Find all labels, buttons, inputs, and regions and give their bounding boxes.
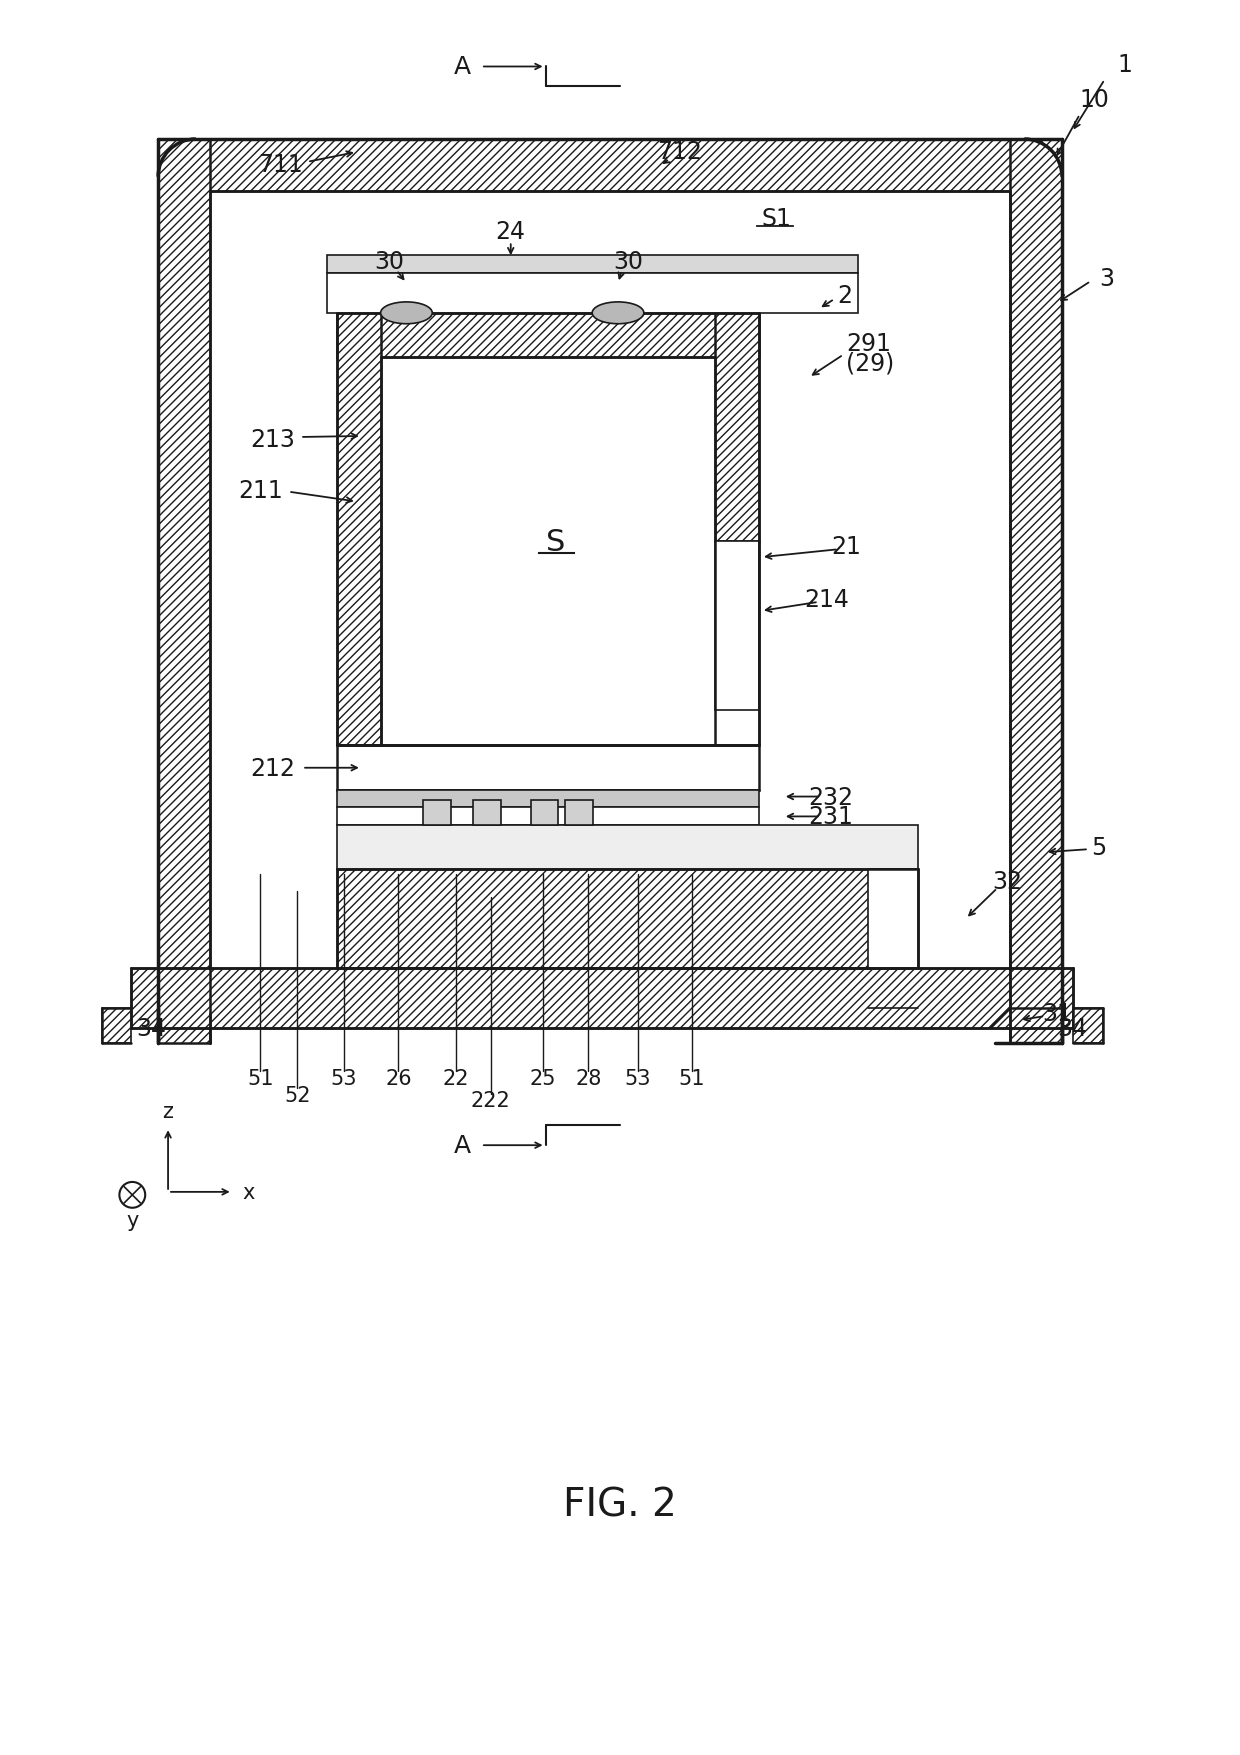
Text: S1: S1 (761, 207, 791, 232)
Text: 1: 1 (1117, 53, 1132, 77)
Text: 31: 31 (1042, 1002, 1073, 1025)
Bar (1073, 1009, 1102, 1042)
Text: FIG. 2: FIG. 2 (563, 1486, 677, 1523)
Bar (1011, 140, 1061, 1042)
Text: 52: 52 (284, 1085, 310, 1106)
Text: 214: 214 (805, 588, 849, 611)
Bar (102, 1009, 131, 1042)
Text: 53: 53 (625, 1069, 651, 1088)
Bar (327, 256, 858, 274)
Bar (159, 140, 1061, 191)
Text: A: A (454, 56, 471, 79)
Text: 21: 21 (832, 535, 862, 558)
Text: 30: 30 (613, 249, 644, 274)
Bar (531, 800, 558, 827)
Text: 22: 22 (443, 1069, 470, 1088)
Text: 213: 213 (250, 428, 295, 451)
Text: 32: 32 (992, 869, 1022, 893)
Bar (337, 807, 759, 827)
Text: z: z (162, 1102, 174, 1121)
Bar (159, 140, 210, 1042)
Text: 30: 30 (374, 249, 404, 274)
Text: 51: 51 (247, 1069, 274, 1088)
Text: 232: 232 (808, 784, 853, 809)
Bar (423, 800, 451, 827)
Bar (715, 314, 759, 542)
Text: 28: 28 (575, 1069, 601, 1088)
Text: 34: 34 (1056, 1016, 1087, 1041)
Text: 51: 51 (678, 1069, 704, 1088)
Bar (337, 314, 759, 358)
Text: 24: 24 (496, 219, 526, 244)
Bar (337, 827, 918, 869)
Text: 211: 211 (238, 479, 283, 502)
Text: A: A (454, 1134, 471, 1158)
Bar (337, 869, 918, 969)
Bar (381, 358, 715, 746)
Bar (565, 800, 593, 827)
Bar (715, 542, 759, 711)
Text: 26: 26 (386, 1069, 412, 1088)
Bar (327, 274, 858, 314)
Bar (131, 969, 1073, 1028)
Text: 25: 25 (529, 1069, 556, 1088)
Text: 711: 711 (258, 153, 303, 177)
Text: 712: 712 (657, 140, 702, 163)
Text: 2: 2 (837, 284, 852, 307)
Text: 231: 231 (808, 806, 853, 828)
Text: 5: 5 (1091, 835, 1106, 860)
Ellipse shape (381, 302, 433, 325)
Text: 212: 212 (250, 756, 295, 781)
Text: 10: 10 (1080, 88, 1110, 112)
Bar (337, 790, 759, 807)
Text: y: y (126, 1209, 139, 1230)
Text: 291: 291 (847, 332, 892, 356)
Text: x: x (242, 1183, 254, 1202)
Text: (29): (29) (847, 351, 895, 376)
Bar (472, 800, 501, 827)
Circle shape (119, 1183, 145, 1207)
Bar (337, 746, 759, 790)
Text: 53: 53 (331, 1069, 357, 1088)
Text: 3: 3 (1099, 267, 1115, 291)
Text: 34: 34 (136, 1016, 166, 1041)
Ellipse shape (593, 302, 644, 325)
Bar (868, 869, 918, 1009)
Bar (337, 314, 381, 746)
Text: 222: 222 (471, 1092, 511, 1111)
Text: S: S (546, 528, 565, 556)
